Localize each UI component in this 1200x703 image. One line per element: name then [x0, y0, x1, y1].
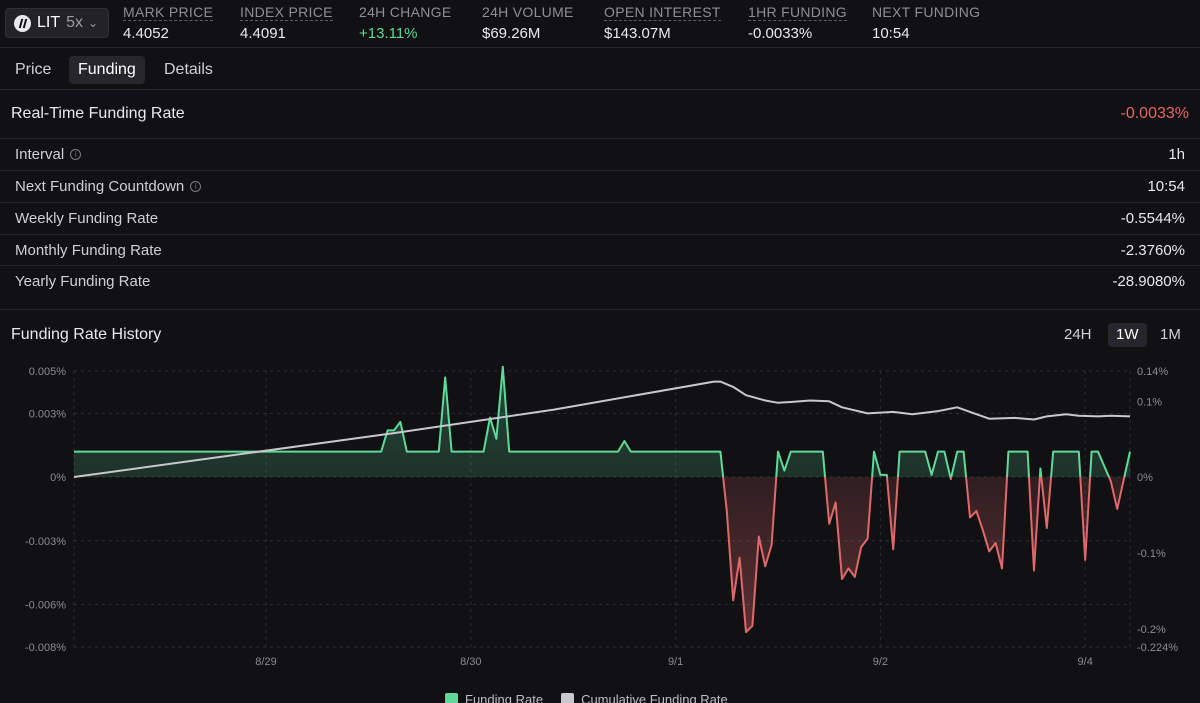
market-symbol: LIT	[37, 14, 61, 31]
rate-row: Weekly Funding Rate -0.5544%	[0, 202, 1200, 234]
rate-row-label-wrap: Monthly Funding Rate	[15, 242, 162, 259]
stat-label: 24H CHANGE	[359, 4, 452, 20]
chart-legend: Funding Rate Cumulative Funding Rate	[445, 692, 746, 703]
stat-open-interest: OPEN INTEREST $143.07M	[604, 4, 721, 42]
stat-label: 24H VOLUME	[482, 4, 574, 20]
left-axis-tick-label: 0%	[50, 472, 66, 484]
range-1w-button[interactable]: 1W	[1108, 323, 1147, 347]
stat-1hr-funding: 1HR FUNDING -0.0033%	[748, 4, 847, 42]
info-icon[interactable]: i	[70, 149, 82, 160]
tab-funding[interactable]: Funding	[69, 56, 145, 84]
x-axis-tick-label: 8/30	[460, 656, 481, 668]
stat-label[interactable]: OPEN INTEREST	[604, 4, 721, 21]
section-divider	[0, 309, 1200, 310]
info-icon[interactable]: i	[190, 181, 202, 192]
x-axis-tick-label: 9/4	[1078, 656, 1093, 668]
stat-value: $69.26M	[482, 25, 541, 42]
funding-positive-area	[74, 366, 1130, 477]
range-24h-button[interactable]: 24H	[1064, 326, 1092, 343]
rate-row: Yearly Funding Rate -28.9080%	[0, 265, 1200, 297]
stat-label[interactable]: MARK PRICE	[123, 4, 214, 21]
right-axis-tick-label: -0.2%	[1137, 624, 1166, 636]
leverage-label: 5x	[66, 14, 84, 31]
lit-token-logo-icon	[14, 14, 31, 32]
right-axis-tick-label: -0.224%	[1137, 642, 1178, 654]
realtime-funding-value: -0.0033%	[1120, 105, 1190, 122]
rate-row-label-wrap: Next Funding Countdown i	[15, 178, 202, 195]
stat-value: 4.4052	[123, 25, 169, 42]
funding-rate-line-positive	[74, 365, 1131, 477]
left-axis-tick-label: 0.005%	[29, 366, 67, 378]
funding-rate-line-negative	[722, 477, 1126, 634]
market-header: LIT 5x ⌄ MARK PRICE 4.4052 INDEX PRICE 4.40…	[0, 0, 1200, 48]
stat-next-funding: NEXT FUNDING 10:54	[872, 4, 980, 42]
left-axis-tick-label: 0.003%	[29, 408, 67, 420]
legend-label-cumulative: Cumulative Funding Rate	[581, 692, 728, 703]
right-axis-tick-label: 0.1%	[1137, 396, 1162, 408]
rate-row-label-wrap: Yearly Funding Rate	[15, 273, 150, 290]
stat-index-price: INDEX PRICE 4.4091	[240, 4, 333, 42]
market-selector[interactable]: LIT 5x ⌄	[5, 8, 109, 38]
rate-row-label-wrap: Interval i	[15, 146, 82, 163]
funding-negative-area	[74, 477, 1130, 633]
legend-label-funding: Funding Rate	[465, 692, 544, 703]
rate-label: Yearly Funding Rate	[15, 273, 151, 290]
rate-value: -2.3760%	[1120, 242, 1185, 259]
legend-swatch-cumulative	[561, 693, 575, 703]
rate-value: -0.5544%	[1120, 210, 1185, 227]
funding-positive-group	[74, 365, 1131, 477]
x-axis-tick-label: 9/1	[668, 656, 683, 668]
stat-24h-change: 24H CHANGE +13.11%	[359, 4, 451, 42]
range-1m-button[interactable]: 1M	[1160, 326, 1181, 343]
rate-label: Interval	[15, 146, 65, 163]
funding-history-title: Funding Rate History	[11, 326, 162, 343]
panel-tabs: Price Funding Details	[0, 49, 1200, 90]
stat-value: 10:54	[872, 25, 910, 42]
rate-value: 1h	[1168, 146, 1185, 163]
funding-history-chart: 0.005% 0.003% 0% -0.003% -0.006% -0.008% 8/29 8…	[25, 365, 1178, 668]
x-axis-tick-label: 8/29	[255, 656, 276, 668]
legend-funding-rate[interactable]: Funding Rate	[445, 692, 543, 703]
stat-value: $143.07M	[604, 25, 671, 42]
chevron-down-icon: ⌄	[88, 16, 99, 30]
rate-label: Weekly Funding Rate	[15, 210, 159, 227]
tab-details[interactable]: Details	[164, 61, 213, 78]
rate-value: 10:54	[1147, 178, 1185, 195]
stat-value: -0.0033%	[748, 25, 813, 42]
x-axis-tick-label: 9/2	[873, 656, 888, 668]
realtime-funding-title: Real-Time Funding Rate	[11, 105, 185, 122]
left-axis-tick-label: -0.006%	[25, 600, 66, 612]
stat-value: +13.11%	[359, 25, 418, 42]
stat-24h-volume: 24H VOLUME $69.26M	[482, 4, 574, 42]
left-axis-tick-label: -0.008%	[25, 642, 66, 654]
cumulative-funding-line	[73, 380, 1131, 478]
left-axis-tick-label: -0.003%	[25, 536, 66, 548]
stat-value: 4.4091	[240, 25, 286, 42]
stat-label[interactable]: 1HR FUNDING	[748, 4, 847, 21]
rate-row: Next Funding Countdown i 10:54	[0, 170, 1200, 202]
rate-row-label-wrap: Weekly Funding Rate	[15, 210, 158, 227]
stat-mark-price: MARK PRICE 4.4052	[123, 4, 214, 42]
chart-axes: 0.005% 0.003% 0% -0.003% -0.006% -0.008% 8/29 8…	[25, 366, 1178, 668]
right-axis-tick-label: -0.1%	[1137, 548, 1166, 560]
rate-value: -28.9080%	[1112, 273, 1185, 290]
chart-series	[73, 365, 1131, 634]
legend-cumulative-rate[interactable]: Cumulative Funding Rate	[561, 692, 728, 703]
right-axis-tick-label: 0.14%	[1137, 366, 1168, 378]
rate-row: Monthly Funding Rate -2.3760%	[0, 234, 1200, 266]
right-axis-tick-label: 0%	[1137, 472, 1153, 484]
stat-label: NEXT FUNDING	[872, 4, 981, 20]
tab-price[interactable]: Price	[15, 61, 52, 78]
stat-label[interactable]: INDEX PRICE	[240, 4, 333, 21]
rate-label: Next Funding Countdown	[15, 178, 185, 195]
rate-row: Interval i 1h	[0, 138, 1200, 170]
funding-negative-group	[74, 477, 1130, 634]
legend-swatch-funding	[445, 693, 458, 703]
rate-label: Monthly Funding Rate	[15, 242, 162, 259]
